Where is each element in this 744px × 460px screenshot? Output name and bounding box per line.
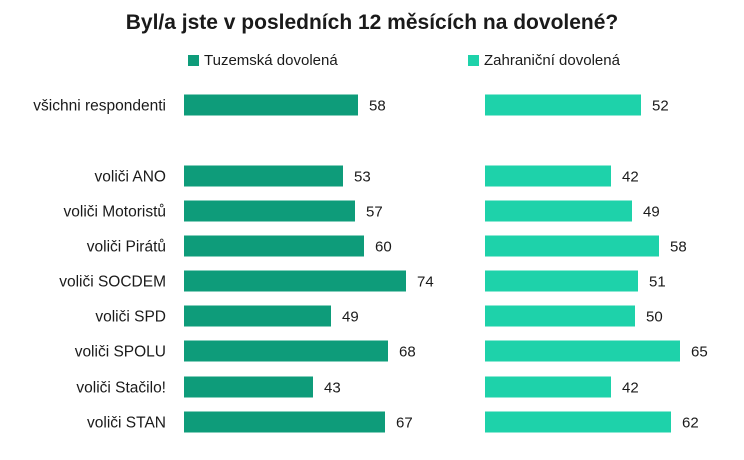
legend-item-zahranicni: Zahraniční dovolená xyxy=(468,52,620,69)
bar-tuzemska-volici-piratu xyxy=(184,235,364,257)
bar-tuzemska-volici-stacilo xyxy=(184,376,313,398)
data-label-zahranicni-volici-ano: 42 xyxy=(622,169,639,186)
data-label-tuzemska-volici-piratu: 60 xyxy=(375,239,392,256)
data-label-zahranicni-volici-spolu: 65 xyxy=(691,344,708,361)
data-label-zahranicni-volici-stan: 62 xyxy=(682,415,699,432)
bar-tuzemska-volici-spd xyxy=(184,305,331,327)
data-label-zahranicni-volici-piratu: 58 xyxy=(670,239,687,256)
category-label-volici-piratu: voliči Pirátů xyxy=(87,239,166,256)
data-label-zahranicni-vsichni-respondenti: 52 xyxy=(652,98,669,115)
category-label-volici-stacilo: voliči Stačilo! xyxy=(76,380,166,397)
category-label-volici-stan: voliči STAN xyxy=(87,415,166,432)
bar-zahranicni-volici-motoristu xyxy=(485,200,632,222)
legend-swatch-zahranicni xyxy=(468,55,479,66)
bar-zahranicni-volici-ano xyxy=(485,165,611,187)
data-label-zahranicni-volici-motoristu: 49 xyxy=(643,204,660,221)
bar-tuzemska-volici-ano xyxy=(184,165,343,187)
bar-zahranicni-volici-stacilo xyxy=(485,376,611,398)
data-label-zahranicni-volici-spd: 50 xyxy=(646,309,663,326)
category-label-vsichni-respondenti: všichni respondenti xyxy=(33,98,166,115)
bar-zahranicni-volici-spolu xyxy=(485,340,680,362)
data-label-tuzemska-volici-spd: 49 xyxy=(342,309,359,326)
bar-tuzemska-vsichni-respondenti xyxy=(184,94,358,116)
category-label-volici-ano: voliči ANO xyxy=(95,169,167,186)
category-label-volici-socdem: voliči SOCDEM xyxy=(59,274,166,291)
bar-zahranicni-vsichni-respondenti xyxy=(485,94,641,116)
data-label-tuzemska-volici-motoristu: 57 xyxy=(366,204,383,221)
bar-zahranicni-volici-socdem xyxy=(485,270,638,292)
bar-zahranicni-volici-piratu xyxy=(485,235,659,257)
bar-tuzemska-volici-spolu xyxy=(184,340,388,362)
bar-zahranicni-volici-stan xyxy=(485,411,671,433)
legend-item-tuzemska: Tuzemská dovolená xyxy=(188,52,338,69)
chart-title: Byl/a jste v posledních 12 měsících na d… xyxy=(125,11,619,34)
category-label-volici-spd: voliči SPD xyxy=(95,309,166,326)
category-label-volici-spolu: voliči SPOLU xyxy=(75,344,166,361)
data-label-zahranicni-volici-stacilo: 42 xyxy=(622,380,639,397)
legend-label-tuzemska: Tuzemská dovolená xyxy=(204,52,338,69)
legend-label-zahranicni: Zahraniční dovolená xyxy=(484,52,620,69)
bar-tuzemska-volici-stan xyxy=(184,411,385,433)
data-label-tuzemska-volici-stan: 67 xyxy=(396,415,413,432)
data-label-tuzemska-vsichni-respondenti: 58 xyxy=(369,98,386,115)
data-label-tuzemska-volici-spolu: 68 xyxy=(399,344,416,361)
bar-zahranicni-volici-spd xyxy=(485,305,635,327)
bar-tuzemska-volici-motoristu xyxy=(184,200,355,222)
data-label-tuzemska-volici-socdem: 74 xyxy=(417,274,434,291)
category-label-volici-motoristu: voliči Motoristů xyxy=(64,204,167,221)
bar-tuzemska-volici-socdem xyxy=(184,270,406,292)
data-label-tuzemska-volici-ano: 53 xyxy=(354,169,371,186)
data-label-tuzemska-volici-stacilo: 43 xyxy=(324,380,341,397)
legend-swatch-tuzemska xyxy=(188,55,199,66)
data-label-zahranicni-volici-socdem: 51 xyxy=(649,274,666,291)
